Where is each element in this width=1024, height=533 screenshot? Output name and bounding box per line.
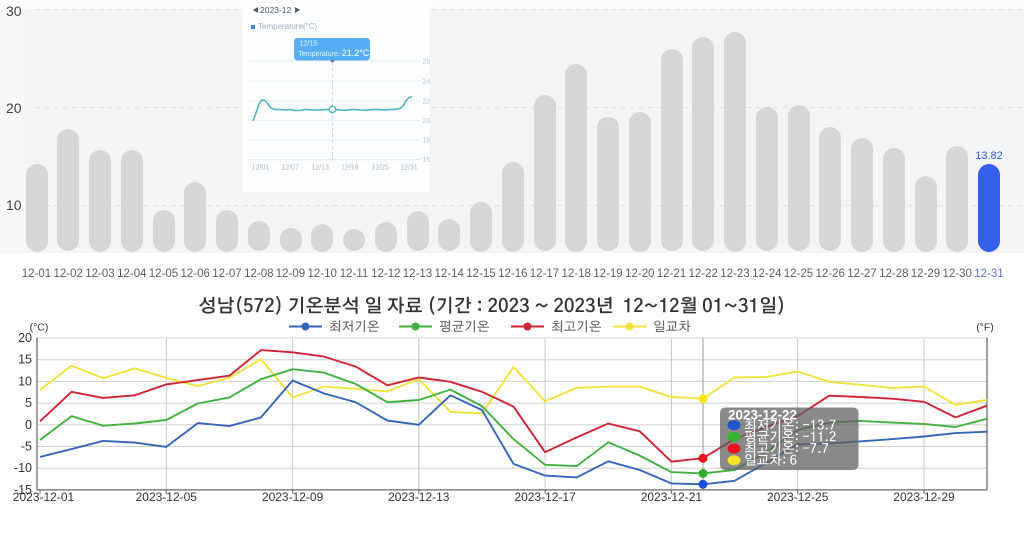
svg-text:20: 20	[423, 118, 431, 125]
svg-text:12/25: 12/25	[371, 165, 389, 172]
svg-text:2023-12-09: 2023-12-09	[262, 490, 324, 504]
svg-text:2023-12-17: 2023-12-17	[514, 490, 576, 504]
svg-text:12/31: 12/31	[400, 165, 418, 172]
svg-text:-15: -15	[14, 483, 32, 497]
svg-text:12/07: 12/07	[281, 165, 299, 172]
svg-text:15: 15	[18, 353, 32, 367]
svg-text:2023-12-13: 2023-12-13	[388, 490, 450, 504]
svg-text:12/19: 12/19	[341, 165, 359, 172]
svg-text:12/15: 12/15	[300, 41, 318, 48]
svg-text:0: 0	[25, 418, 32, 432]
svg-text:-5: -5	[21, 440, 32, 454]
svg-text:-10: -10	[14, 461, 32, 475]
svg-text:(°C): (°C)	[30, 322, 49, 334]
svg-text:2023-12-22: 2023-12-22	[728, 408, 797, 423]
svg-text:26: 26	[423, 59, 431, 66]
svg-text:16: 16	[423, 157, 431, 164]
svg-text:2023-12-01: 2023-12-01	[13, 490, 75, 504]
svg-text:24: 24	[423, 79, 431, 86]
svg-text:5: 5	[25, 396, 32, 410]
svg-text:18: 18	[423, 138, 431, 145]
svg-text:2023-12-05: 2023-12-05	[136, 490, 198, 504]
svg-text:(°F): (°F)	[976, 322, 994, 334]
svg-text:Temperature: 21.2°C: Temperature: 21.2°C	[299, 48, 370, 58]
svg-text:20: 20	[18, 331, 32, 345]
svg-text:10: 10	[18, 374, 32, 388]
svg-text:2023-12-25: 2023-12-25	[767, 490, 829, 504]
svg-text:2023-12-29: 2023-12-29	[893, 490, 955, 504]
svg-text:12/13: 12/13	[311, 165, 329, 172]
svg-text:2023-12-21: 2023-12-21	[641, 490, 703, 504]
svg-text:12/01: 12/01	[252, 165, 270, 172]
svg-text:22: 22	[423, 99, 431, 106]
